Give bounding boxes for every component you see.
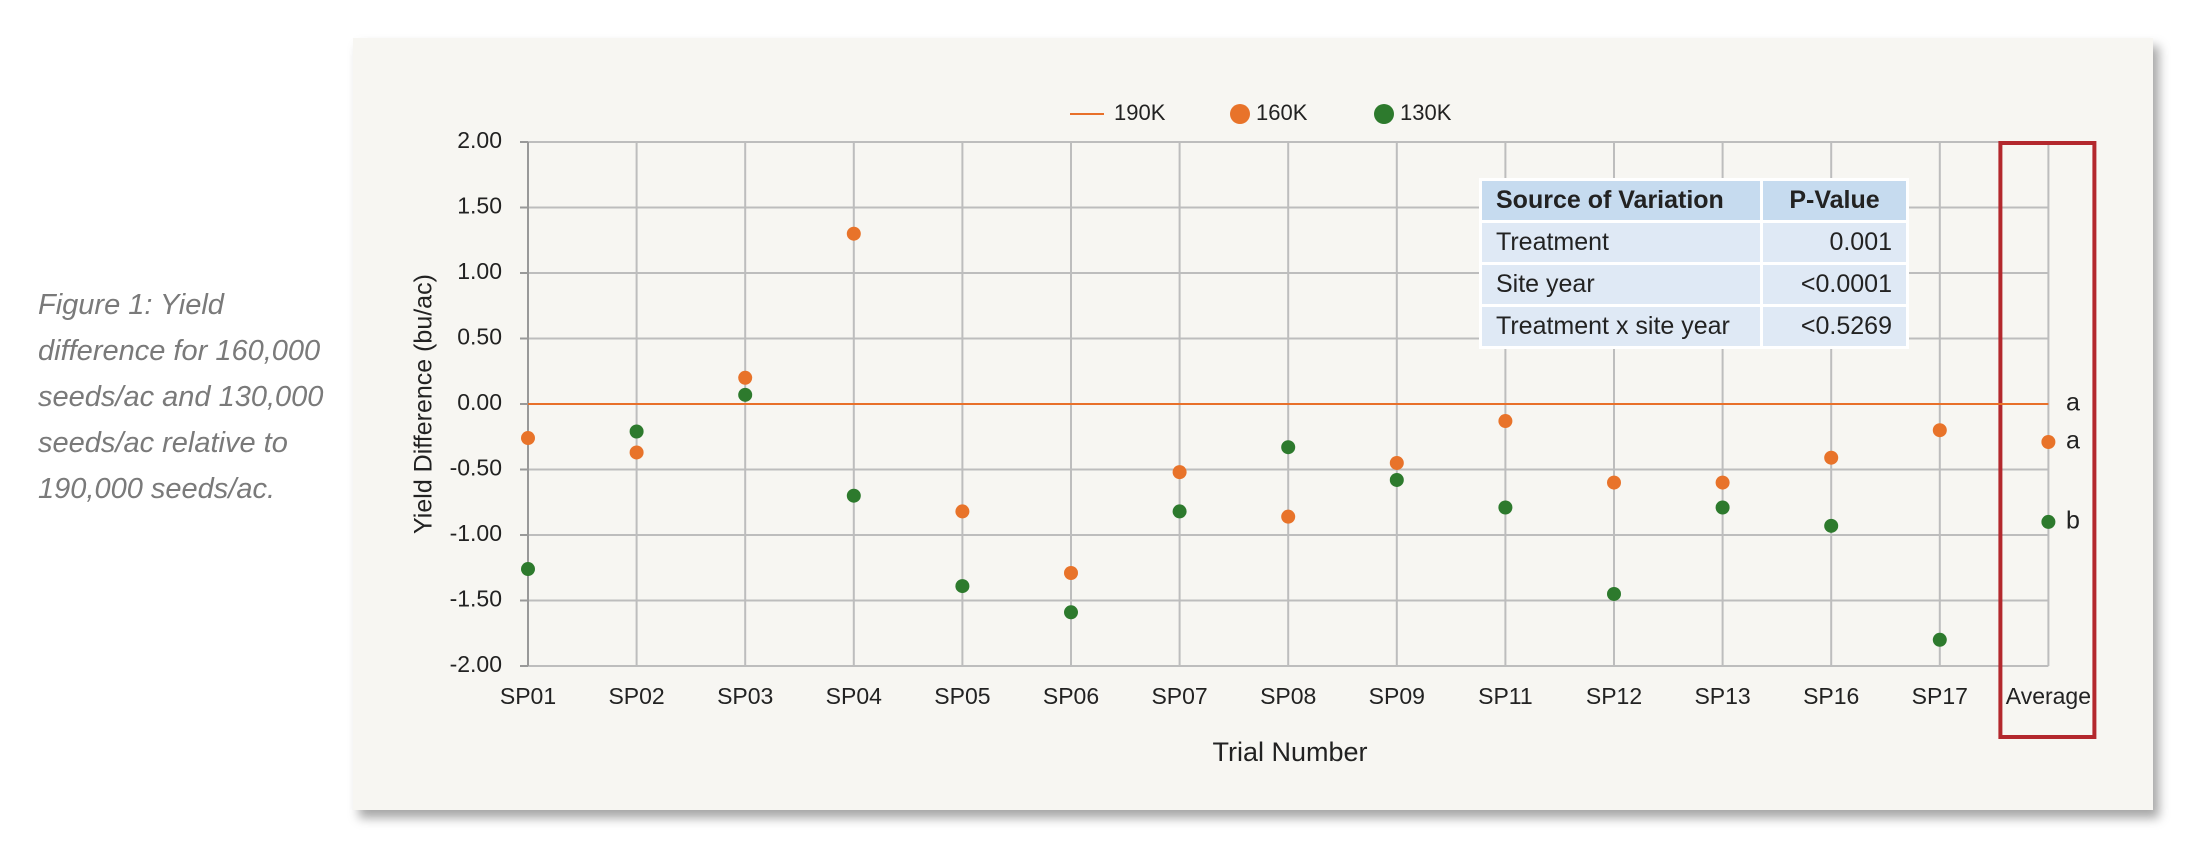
- data-point: [1498, 500, 1513, 515]
- x-tick-label: SP16: [1803, 683, 1859, 709]
- significance-letter: b: [2066, 507, 2080, 535]
- data-point: [1498, 414, 1513, 429]
- data-point: [955, 579, 970, 594]
- data-point: [1932, 632, 1947, 647]
- data-point: [521, 431, 535, 446]
- data-point: [846, 488, 861, 503]
- data-point: [1607, 475, 1621, 490]
- data-point: [1281, 440, 1296, 455]
- x-tick-label: SP05: [934, 683, 990, 709]
- data-point: [1715, 475, 1730, 490]
- x-axis-title: Trial Number: [1212, 737, 1367, 767]
- table-cell: <0.0001: [1760, 262, 1909, 307]
- x-tick-label: SP09: [1369, 683, 1425, 709]
- significance-letter: a: [2066, 427, 2080, 455]
- data-point: [1172, 504, 1187, 519]
- y-tick-label: -1.00: [450, 520, 502, 546]
- table-row: Site year <0.0001: [1479, 262, 1909, 307]
- data-point: [1607, 586, 1621, 601]
- x-tick-label: SP01: [500, 683, 556, 709]
- highlight-box: [1998, 141, 2097, 739]
- data-point: [629, 445, 644, 460]
- data-point: [955, 504, 970, 519]
- y-axis-title: Yield Difference (bu/ac): [410, 274, 438, 534]
- x-tick-label: SP02: [608, 683, 664, 709]
- significance-letter: a: [2066, 389, 2080, 417]
- data-point: [1064, 565, 1078, 580]
- data-point: [521, 562, 535, 577]
- y-tick-label: -2.00: [450, 651, 502, 677]
- table-row: Treatment x site year <0.5269: [1479, 304, 1909, 349]
- x-tick-label: SP07: [1151, 683, 1207, 709]
- figure-caption: Figure 1: Yield difference for 160,000 s…: [38, 289, 324, 505]
- table-cell: Treatment x site year: [1479, 304, 1763, 349]
- anova-table: Source of Variation P-Value Treatment 0.…: [1479, 178, 1909, 349]
- data-point: [1389, 472, 1404, 487]
- data-point: [1064, 605, 1078, 620]
- table-header: Source of Variation P-Value: [1479, 178, 1909, 223]
- table-cell: <0.5269: [1760, 304, 1909, 349]
- x-tick-label: SP12: [1586, 683, 1642, 709]
- x-tick-label: SP08: [1260, 683, 1316, 709]
- legend-symbol: [1374, 104, 1394, 124]
- y-tick-label: 2.00: [457, 127, 502, 153]
- data-point: [2041, 434, 2056, 449]
- table-cell: Treatment: [1479, 220, 1763, 265]
- data-point: [738, 370, 753, 385]
- y-tick-label: 0.00: [457, 389, 502, 415]
- y-tick-label: 0.50: [457, 324, 502, 350]
- data-point: [1932, 423, 1947, 438]
- legend-label: 130K: [1400, 100, 1452, 125]
- x-tick-label: SP06: [1043, 683, 1099, 709]
- y-tick-label: -1.50: [450, 586, 502, 612]
- y-tick-label: -0.50: [450, 455, 502, 481]
- data-point: [1824, 518, 1839, 533]
- data-point: [629, 424, 644, 439]
- data-point: [1389, 455, 1404, 470]
- legend-label: 190K: [1114, 100, 1166, 125]
- table-cell: 0.001: [1760, 220, 1909, 265]
- chart-panel: [353, 38, 2153, 810]
- x-tick-label: Average: [2006, 683, 2091, 709]
- table-header-cell: P-Value: [1760, 178, 1909, 223]
- y-tick-label: 1.50: [457, 193, 502, 219]
- table-row: Treatment 0.001: [1479, 220, 1909, 265]
- table-header-cell: Source of Variation: [1479, 178, 1763, 223]
- data-point: [2041, 514, 2056, 529]
- legend-symbol: [1230, 104, 1250, 124]
- x-tick-label: SP04: [826, 683, 882, 709]
- legend-label: 160K: [1256, 100, 1308, 125]
- data-point: [1281, 509, 1296, 524]
- data-point: [1824, 450, 1839, 465]
- data-point: [738, 387, 753, 402]
- data-point: [1715, 500, 1730, 515]
- x-tick-label: SP03: [717, 683, 773, 709]
- data-point: [1172, 465, 1187, 480]
- table-cell: Site year: [1479, 262, 1763, 307]
- y-tick-label: 1.00: [457, 258, 502, 284]
- data-point: [846, 226, 861, 241]
- x-tick-label: SP11: [1478, 683, 1533, 709]
- x-tick-label: SP13: [1694, 683, 1750, 709]
- x-tick-label: SP17: [1912, 683, 1968, 709]
